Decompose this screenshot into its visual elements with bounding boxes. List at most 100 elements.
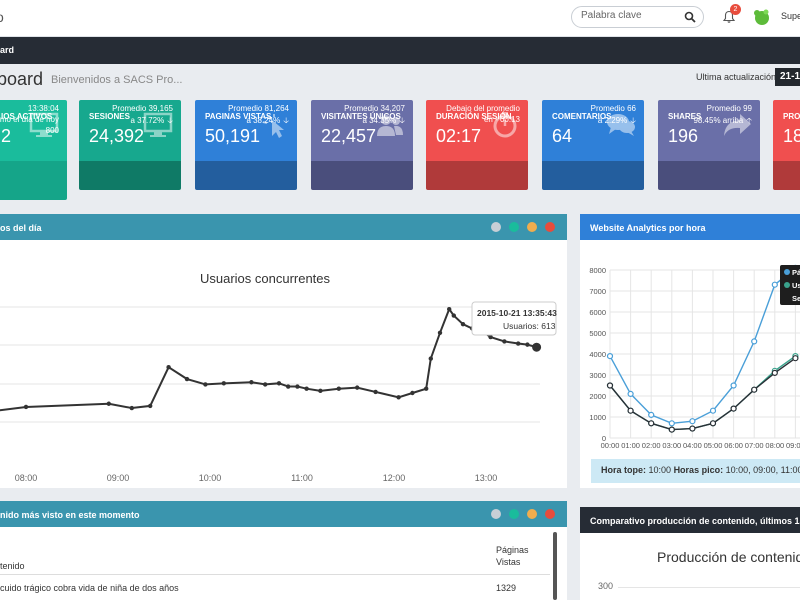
data-point: [689, 418, 696, 425]
legend-marker: [784, 269, 790, 275]
arrow-down-icon: 🡣: [167, 116, 173, 125]
column-header-content[interactable]: tenido: [0, 561, 25, 571]
data-point: [689, 425, 696, 432]
monitor-icon: [143, 112, 173, 137]
panel-header: Comparativo producción de contenido, últ…: [580, 507, 800, 533]
data-point: [249, 380, 254, 385]
arrow-up-icon: 🡡: [746, 116, 752, 125]
users-icon: [377, 115, 403, 136]
close-icon[interactable]: [545, 222, 555, 232]
card-change: a 2.29% 🡣: [598, 115, 636, 129]
data-point: [447, 306, 452, 312]
search-input[interactable]: [581, 10, 681, 21]
page-subtitle: Bienvenidos a SACS Pro...: [51, 74, 183, 86]
data-point: [318, 388, 323, 394]
panel-header: nido más visto en este momento: [0, 501, 567, 527]
card-change-text: a 2.29%: [597, 116, 628, 125]
card-top: [773, 100, 800, 161]
comments-icon: [607, 114, 635, 136]
data-point: [627, 407, 634, 414]
stat-card-active-users[interactable]: IOS ACTIVOS 2 13:38:04 mo el día de hoy …: [0, 100, 67, 200]
production-gridline: [618, 587, 800, 588]
card-average: Promedio 34,207: [344, 104, 405, 113]
column-header-views-line1: Páginas: [496, 545, 529, 555]
refresh-icon[interactable]: [509, 222, 519, 232]
stat-card-shares[interactable]: SHARES 196 Promedio 99 98.45% arriba 🡡: [658, 100, 760, 190]
card-label: COMENTARIOS: [552, 112, 612, 121]
x-tick-label: 01:00: [621, 441, 640, 450]
panel-top-content: nido más visto en este momento: [0, 501, 567, 600]
series-line: [0, 307, 537, 412]
card-bottom: [311, 161, 413, 190]
data-point: [221, 381, 226, 386]
card-bottom: [426, 161, 528, 190]
card-note-value: 800: [45, 126, 59, 135]
chart-title: Usuarios concurrentes: [200, 271, 331, 286]
app-logo[interactable]: o: [0, 9, 4, 25]
card-value: 64: [552, 126, 573, 146]
x-tick-label: 00:00: [601, 441, 620, 450]
data-point: [276, 381, 282, 386]
breadcrumb-label[interactable]: ard: [0, 45, 15, 55]
x-tick-label: 07:00: [745, 441, 764, 450]
last-updated-value: 21-1: [775, 68, 800, 86]
top-bar: o 2 Super: [0, 0, 800, 37]
cursor-click-icon: [262, 114, 284, 138]
data-point: [460, 322, 466, 327]
data-point: [606, 382, 614, 389]
peak-hours-note: Hora tope: 10:00 Horas pico: 10:00, 09:0…: [591, 459, 800, 483]
panel-title: Comparativo producción de contenido, últ…: [590, 516, 800, 526]
data-point: [771, 369, 778, 376]
x-tick-label: 05:00: [704, 441, 723, 450]
card-value: 22,457: [321, 126, 377, 146]
card-change: a 38.24% 🡣: [246, 115, 289, 129]
data-point: [502, 339, 507, 344]
data-point: [295, 384, 300, 389]
data-point: [516, 341, 521, 346]
user-name[interactable]: Super: [781, 11, 800, 21]
card-label: SHARES: [668, 112, 702, 121]
breadcrumb: ard: [0, 37, 800, 64]
peak-hour-label: Hora tope:: [601, 465, 646, 475]
y-tick-label: 2000: [589, 392, 606, 401]
column-header-views[interactable]: Páginas Vistas: [496, 544, 529, 568]
card-top: [195, 100, 297, 161]
scrollbar[interactable]: [553, 532, 557, 600]
data-point: [410, 390, 415, 396]
minimize-icon[interactable]: [527, 509, 537, 519]
x-tick-label: 09:00: [786, 441, 800, 450]
search-box[interactable]: [571, 6, 704, 28]
table-row-views: 1329: [496, 583, 517, 593]
stat-card-production[interactable]: PRO 18: [773, 100, 800, 190]
avatar[interactable]: [752, 7, 772, 27]
panel-title: Website Analytics por hora: [590, 223, 706, 233]
card-bottom: [0, 161, 67, 200]
data-point: [771, 281, 778, 288]
close-icon[interactable]: [545, 509, 555, 519]
card-label: PRO: [783, 112, 800, 121]
card-value: 02:17: [436, 126, 482, 146]
arrow-down-icon: 🡣: [283, 116, 289, 125]
card-change-text: a 34.35%: [362, 116, 397, 125]
search-icon[interactable]: [684, 11, 696, 23]
table-row-title[interactable]: cuido trágico cobra vida de niña de dos …: [0, 583, 179, 593]
card-top: [426, 100, 528, 161]
share-arrow-icon: [724, 114, 751, 136]
y-tick-label: 5000: [589, 329, 606, 338]
stat-card-unique-visitors[interactable]: VISITANTES ÚNICOS 22,457 Promedio 34,207…: [311, 100, 413, 190]
panel-header: os del día: [0, 214, 567, 240]
stat-card-session-duration[interactable]: DURACIÓN SESIÓN 02:17 Debajo del promedi…: [426, 100, 528, 190]
refresh-icon[interactable]: [509, 509, 519, 519]
minimize-icon[interactable]: [527, 222, 537, 232]
data-point: [336, 386, 341, 391]
expand-icon[interactable]: [491, 222, 501, 232]
table-divider: [0, 574, 550, 575]
x-tick-label: 08:00: [765, 441, 784, 450]
stat-card-sessions[interactable]: SESIONES 24,392 Promedio 39,165 a 37.72%…: [79, 100, 181, 190]
expand-icon[interactable]: [491, 509, 501, 519]
x-tick-label: 06:00: [724, 441, 743, 450]
card-change: en - 00:13: [483, 115, 520, 124]
stat-card-comments[interactable]: COMENTARIOS 64 Promedio 66 a 2.29% 🡣: [542, 100, 644, 190]
card-average: Promedio 39,165: [112, 104, 173, 113]
stat-card-page-views[interactable]: PAGINAS VISTAS 50,191 Promedio 81,264 a …: [195, 100, 297, 190]
